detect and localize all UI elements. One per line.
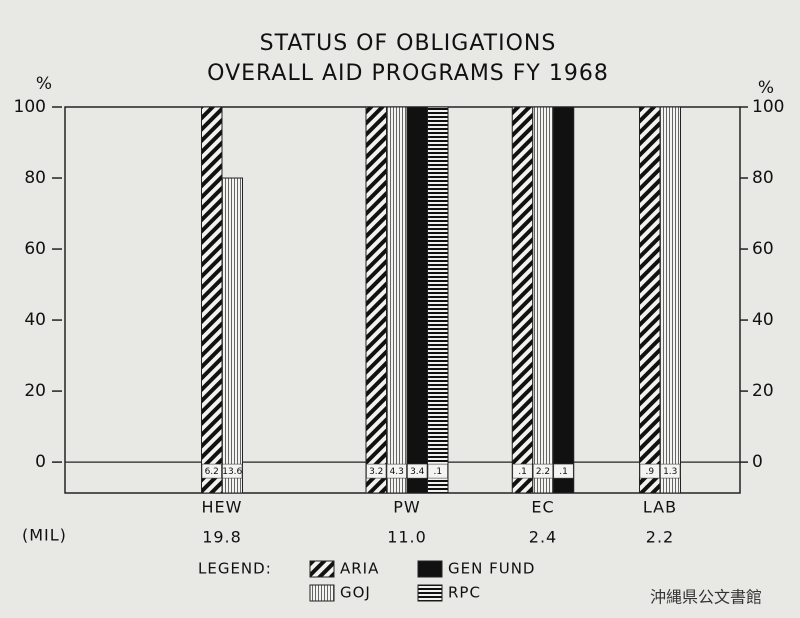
bar xyxy=(406,106,428,494)
amount-box xyxy=(222,463,243,479)
bar xyxy=(659,106,681,494)
totals-label: (MIL) xyxy=(22,526,67,545)
x-tick-label: EC xyxy=(531,498,554,517)
amount-label: 3.2 xyxy=(369,467,383,477)
bar xyxy=(221,177,243,494)
legend-swatch xyxy=(417,560,443,578)
amount-label: .1 xyxy=(433,467,442,477)
bar xyxy=(532,106,554,494)
total-label: 2.2 xyxy=(646,528,674,547)
amount-label: .1 xyxy=(559,467,568,477)
chart-subtitle: OVERALL AID PROGRAMS FY 1968 xyxy=(207,61,609,86)
y2-tick-label: 40 xyxy=(752,310,774,330)
legend-swatch xyxy=(309,584,335,602)
y2-axis-label: % xyxy=(758,78,774,98)
legend-swatch xyxy=(417,584,443,602)
amount-label: 6.2 xyxy=(205,467,219,477)
bar xyxy=(201,106,223,494)
amount-label: 1.3 xyxy=(663,467,677,477)
x-tick-label: HEW xyxy=(202,498,243,517)
y-axis-label: % xyxy=(36,74,52,94)
y2-tick-label: 80 xyxy=(752,168,774,188)
bar xyxy=(639,106,661,494)
y2-tick-label: 100 xyxy=(752,97,784,117)
amount-label: 2.2 xyxy=(536,467,550,477)
bar xyxy=(511,106,534,494)
y-tick-label: 40 xyxy=(24,310,46,330)
bar xyxy=(386,106,408,494)
legend-title: LEGEND: xyxy=(198,560,272,578)
amount-label: 13.6 xyxy=(222,467,242,477)
y-tick-label: 100 xyxy=(14,97,46,117)
total-label: 2.4 xyxy=(529,528,557,547)
legend-label: ARIA xyxy=(340,560,379,578)
x-tick-label: PW xyxy=(393,498,420,517)
bar xyxy=(427,106,449,494)
y2-tick-label: 0 xyxy=(752,452,763,472)
amount-label: 4.3 xyxy=(390,467,404,477)
y2-tick-label: 60 xyxy=(752,239,774,259)
amount-box xyxy=(660,463,681,479)
legend-swatch xyxy=(309,560,335,578)
amount-box xyxy=(553,463,574,479)
y2-tick-label: 20 xyxy=(752,381,774,401)
x-tick-label: LAB xyxy=(643,498,677,517)
total-label: 11.0 xyxy=(387,528,427,547)
legend-label: GOJ xyxy=(340,584,371,602)
amount-label: 3.4 xyxy=(410,467,425,477)
legend-label: GEN FUND xyxy=(448,560,535,578)
y-tick-label: 20 xyxy=(24,381,46,401)
y-tick-label: 60 xyxy=(24,239,46,259)
amount-label: .9 xyxy=(645,467,654,477)
bar xyxy=(365,106,387,494)
chart-title: STATUS OF OBLIGATIONS xyxy=(260,31,557,56)
total-label: 19.8 xyxy=(202,528,242,547)
archive-stamp: 沖縄県公文書館 xyxy=(650,588,762,607)
amount-label: .1 xyxy=(518,467,527,477)
legend-label: RPC xyxy=(448,584,481,602)
amount-box xyxy=(427,463,448,479)
bar xyxy=(552,106,575,494)
y-tick-label: 0 xyxy=(35,452,46,472)
y-tick-label: 80 xyxy=(24,168,46,188)
